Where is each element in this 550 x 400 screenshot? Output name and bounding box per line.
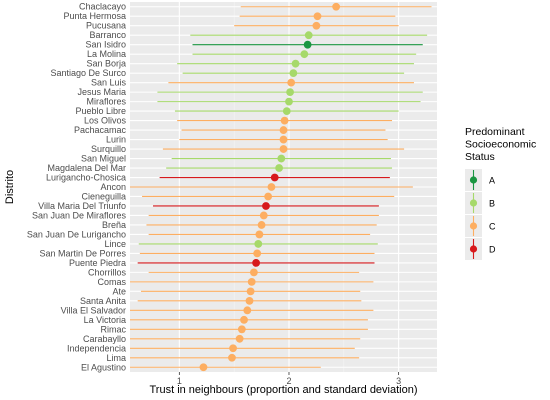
y-tick-label: Ate — [112, 286, 126, 296]
data-point — [279, 126, 288, 134]
data-point — [243, 306, 252, 315]
legend-key-point — [469, 199, 478, 207]
data-point — [282, 107, 291, 116]
legend-label: D — [489, 245, 496, 255]
data-point — [246, 287, 255, 296]
x-tick-label: 3 — [396, 376, 401, 386]
y-tick-label: Lince — [104, 239, 126, 249]
y-tick-label: Los Olivos — [84, 116, 127, 126]
y-tick-label: Santiago De Surco — [50, 68, 126, 78]
legend-key-point — [469, 222, 478, 230]
y-tick-label: Ancon — [100, 182, 126, 192]
data-point — [237, 325, 246, 334]
data-point — [249, 268, 258, 277]
legend-key-point — [469, 245, 478, 253]
data-point — [312, 21, 321, 30]
data-point — [303, 40, 312, 49]
legend-title-line: Predominant — [465, 126, 525, 138]
y-tick-label: Chorrillos — [88, 267, 127, 277]
y-tick-label: Jesus Maria — [77, 87, 126, 97]
legend-label: B — [489, 199, 495, 209]
data-point — [199, 363, 208, 372]
data-point — [252, 258, 260, 267]
y-tick-label: Lurigancho-Chosica — [46, 173, 126, 183]
data-point — [275, 164, 284, 172]
data-point — [228, 353, 236, 362]
data-point — [255, 230, 264, 239]
y-tick-label: Lurin — [106, 135, 126, 145]
y-tick-label: Miraflores — [86, 97, 126, 107]
data-point — [270, 173, 279, 182]
data-point — [313, 12, 322, 21]
data-point — [254, 240, 263, 248]
data-point — [300, 50, 309, 59]
y-tick-label: Comas — [97, 277, 126, 287]
data-point — [286, 88, 294, 97]
y-tick-label: San Martin De Porres — [39, 248, 126, 258]
data-point — [287, 78, 296, 87]
data-point — [240, 315, 248, 324]
data-point — [253, 249, 262, 258]
y-tick-label: Villa El Salvador — [61, 305, 126, 315]
y-tick-label: San Luis — [91, 78, 127, 88]
y-tick-label: El Agustino — [81, 362, 126, 372]
data-point — [289, 69, 298, 78]
y-tick-label: Barranco — [89, 30, 126, 40]
legend-label: A — [489, 176, 495, 186]
x-tick-labels: 1 2 3 — [177, 372, 401, 386]
data-point — [304, 31, 313, 40]
y-tick-label: Villa Maria Del Triunfo — [38, 201, 126, 211]
legend-title-line: Socioeconomic — [465, 139, 536, 151]
y-tick-label: Carabayllo — [83, 334, 126, 344]
y-tick-label: Chaclacayo — [79, 2, 126, 12]
y-tick-label: Breña — [102, 220, 126, 230]
y-tick-label: San Juan De Miraflores — [32, 210, 127, 220]
data-points — [199, 2, 341, 372]
data-point — [277, 154, 286, 163]
y-tick-label: San Juan De Lurigancho — [27, 229, 126, 239]
y-tick-label: Punta Hermosa — [63, 11, 126, 21]
y-tick-label: Puente Piedra — [69, 258, 126, 268]
x-axis-title: Trust in neighbours (proportion and stan… — [149, 384, 417, 396]
y-tick-label: Pucusana — [86, 21, 126, 31]
data-point — [267, 183, 276, 191]
data-point — [257, 221, 266, 229]
legend-key-point — [469, 176, 478, 184]
y-tick-label: Pachacamac — [74, 125, 127, 135]
data-point — [285, 97, 293, 106]
data-point — [247, 277, 256, 286]
y-tick-label: San Borja — [86, 59, 126, 69]
y-tick-label: San Miguel — [81, 154, 126, 164]
y-tick-label: San Isidro — [85, 40, 126, 50]
y-tick-label: La Molina — [87, 49, 126, 59]
y-tick-label: Surquillo — [91, 144, 126, 154]
data-point — [279, 135, 288, 144]
data-point — [235, 334, 244, 343]
data-point — [262, 202, 270, 210]
x-tick-label: 1 — [177, 376, 182, 386]
y-axis-title: Distrito — [4, 170, 16, 204]
y-tick-label: Pueblo Libre — [75, 106, 126, 116]
data-point — [229, 344, 237, 353]
data-point — [259, 211, 268, 220]
y-tick-label: Independencia — [67, 343, 126, 353]
y-tick-label: Lima — [106, 353, 126, 363]
y-tick-label: Rimac — [100, 324, 126, 334]
data-point — [245, 296, 254, 305]
legend-title-line: Status — [465, 151, 495, 163]
data-point — [279, 145, 288, 153]
y-tick-label: Cieneguilla — [81, 191, 126, 201]
legend-label: C — [489, 222, 496, 232]
data-point — [332, 2, 341, 11]
data-point — [291, 59, 300, 68]
y-tick-label: La Victoria — [84, 315, 126, 325]
y-tick-label: Magdalena Del Mar — [47, 163, 126, 173]
data-point — [280, 116, 289, 125]
y-tick-label: Santa Anita — [80, 296, 126, 306]
x-tick-label: 2 — [286, 376, 291, 386]
data-point — [264, 192, 273, 201]
